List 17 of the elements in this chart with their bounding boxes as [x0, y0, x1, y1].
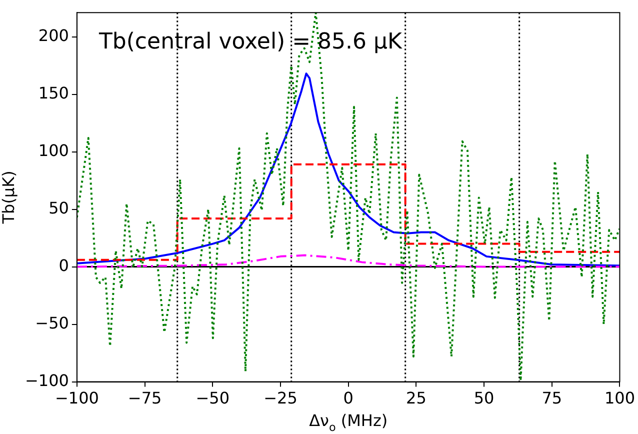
y-tick-label: −100	[24, 370, 69, 390]
y-tick-label: 200	[38, 26, 69, 45]
y-tick-label: 0	[58, 256, 69, 275]
x-tick-label: −25	[264, 388, 298, 408]
x-tick-label: 0	[343, 388, 354, 408]
x-tick-label: 75	[542, 388, 562, 408]
x-tick-label: 25	[406, 388, 426, 408]
x-tick-label: −75	[128, 388, 162, 408]
y-tick-label: 150	[38, 83, 69, 102]
y-tick-label: 50	[48, 198, 69, 218]
x-tick-label: 50	[474, 388, 494, 408]
x-tick-label: 100	[604, 388, 636, 408]
y-axis-title: Tb(μK)	[0, 170, 18, 225]
annotation: Tb(central voxel) = 85.6 μK	[98, 30, 403, 55]
x-tick-label: −50	[196, 388, 230, 408]
y-tick-label: 100	[38, 140, 69, 160]
y-tick-label: −50	[35, 313, 69, 332]
